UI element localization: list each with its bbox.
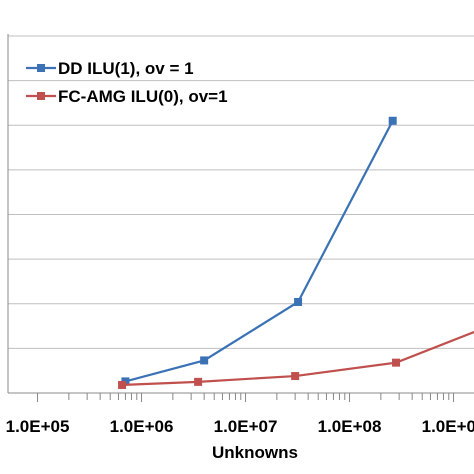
legend-label: DD ILU(1), ov = 1 — [58, 59, 194, 78]
x-tick-label: 1.0E+09 — [422, 417, 474, 436]
x-tick-label: 1.0E+08 — [318, 417, 382, 436]
x-tick-label: 1.0E+05 — [6, 417, 70, 436]
series-line-1 — [125, 120, 394, 383]
x-axis-title: Unknowns — [212, 443, 298, 462]
legend-marker — [37, 92, 45, 100]
data-point — [294, 297, 303, 306]
data-point — [388, 116, 397, 125]
x-tick-label: 1.0E+06 — [110, 417, 174, 436]
data-point — [392, 358, 401, 367]
gridlines — [8, 35, 474, 349]
data-point — [291, 372, 300, 381]
legend-label: FC-AMG ILU(0), ov=1 — [58, 87, 228, 106]
x-tick-label: 1.0E+07 — [214, 417, 278, 436]
tick-labels: 1.0E+05 1.0E+06 1.0E+07 1.0E+08 1.0E+09 — [6, 417, 474, 436]
legend-marker — [37, 64, 45, 72]
axes — [7, 34, 474, 402]
data-point — [200, 356, 209, 365]
legend: DD ILU(1), ov = 1 FC-AMG ILU(0), ov=1 — [26, 59, 228, 106]
data-point — [118, 380, 127, 389]
series-lines — [118, 116, 474, 389]
data-point — [194, 377, 203, 386]
